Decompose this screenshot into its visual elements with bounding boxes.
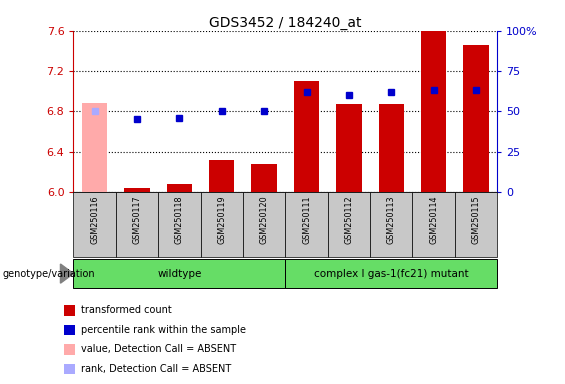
Bar — [64, 344, 75, 355]
Bar — [201, 192, 243, 257]
Text: percentile rank within the sample: percentile rank within the sample — [81, 324, 246, 334]
Text: wildtype: wildtype — [157, 268, 202, 279]
Text: complex I gas-1(fc21) mutant: complex I gas-1(fc21) mutant — [314, 268, 468, 279]
Bar — [243, 192, 285, 257]
Bar — [294, 81, 319, 192]
Bar — [64, 325, 75, 335]
Bar — [64, 305, 75, 316]
Bar — [73, 259, 285, 288]
Bar — [116, 192, 158, 257]
Bar — [64, 364, 75, 374]
Text: transformed count: transformed count — [81, 305, 172, 315]
Bar — [370, 192, 412, 257]
Text: GSM250115: GSM250115 — [472, 195, 480, 244]
Bar — [412, 192, 455, 257]
Text: GSM250114: GSM250114 — [429, 195, 438, 244]
Bar — [209, 160, 234, 192]
Title: GDS3452 / 184240_at: GDS3452 / 184240_at — [209, 16, 362, 30]
Bar — [285, 192, 328, 257]
Bar — [455, 192, 497, 257]
Bar — [158, 192, 201, 257]
Bar — [251, 164, 277, 192]
Bar — [421, 31, 446, 192]
Bar — [328, 192, 370, 257]
Text: GSM250113: GSM250113 — [387, 195, 396, 244]
Text: GSM250119: GSM250119 — [218, 195, 226, 244]
Text: GSM250118: GSM250118 — [175, 195, 184, 244]
Text: value, Detection Call = ABSENT: value, Detection Call = ABSENT — [81, 344, 236, 354]
Text: GSM250112: GSM250112 — [345, 195, 353, 244]
Text: rank, Detection Call = ABSENT: rank, Detection Call = ABSENT — [81, 364, 232, 374]
Polygon shape — [60, 264, 73, 283]
Bar — [124, 188, 150, 192]
Bar — [336, 104, 362, 192]
Bar — [379, 104, 404, 192]
Text: GSM250120: GSM250120 — [260, 195, 268, 244]
Text: GSM250117: GSM250117 — [133, 195, 141, 244]
Bar — [285, 259, 497, 288]
Bar — [82, 103, 107, 192]
Bar — [463, 45, 489, 192]
Text: GSM250111: GSM250111 — [302, 195, 311, 244]
Bar — [167, 184, 192, 192]
Text: GSM250116: GSM250116 — [90, 195, 99, 244]
Bar — [73, 192, 116, 257]
Text: genotype/variation: genotype/variation — [3, 268, 95, 279]
